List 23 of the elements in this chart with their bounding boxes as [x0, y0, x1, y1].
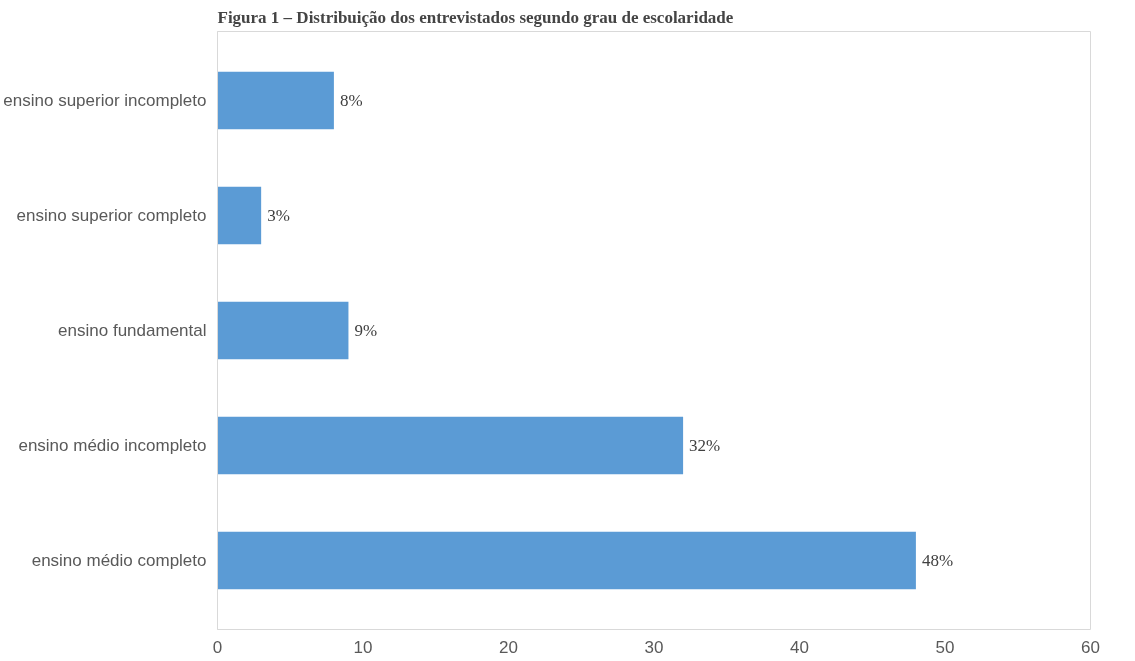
chart-title: Figura 1 – Distribuição dos entrevistados segundo grau de escolaridade — [217, 7, 734, 27]
data-label: 3% — [267, 206, 290, 225]
bar — [217, 531, 916, 590]
bar — [217, 71, 334, 130]
x-tick-label: 20 — [499, 637, 518, 657]
x-tick-label: 50 — [935, 637, 955, 657]
y-tick-label: ensino fundamental — [58, 321, 207, 340]
data-label: 9% — [354, 321, 378, 340]
data-label: 32% — [689, 436, 721, 455]
data-label: 8% — [339, 91, 363, 110]
data-label: 48% — [921, 551, 954, 570]
bar — [217, 186, 262, 245]
bar — [217, 416, 684, 475]
y-tick-label: ensino médio completo — [31, 551, 207, 570]
x-tick-label: 10 — [353, 637, 373, 657]
y-tick-label: ensino superior completo — [16, 206, 207, 225]
x-tick-label: 60 — [1081, 637, 1100, 657]
x-tick-label: 30 — [644, 637, 664, 657]
bar — [217, 301, 349, 360]
y-tick-label: ensino superior incompleto — [3, 91, 207, 110]
y-tick-label: ensino médio incompleto — [18, 436, 207, 455]
x-tick-label: 0 — [212, 637, 223, 657]
x-tick-label: 40 — [790, 637, 809, 657]
